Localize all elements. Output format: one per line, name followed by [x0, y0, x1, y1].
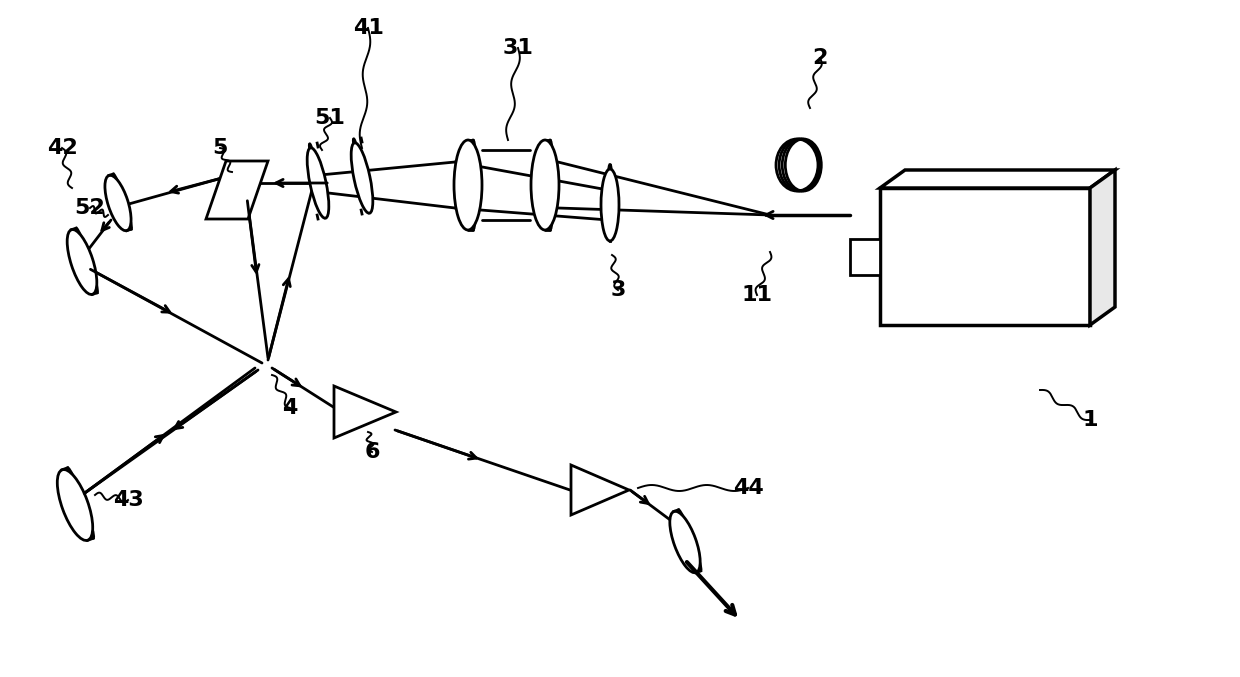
Text: 1: 1 — [1083, 410, 1097, 430]
Ellipse shape — [608, 165, 613, 236]
Ellipse shape — [113, 174, 131, 230]
Ellipse shape — [351, 143, 373, 213]
Text: 52: 52 — [74, 198, 105, 218]
Ellipse shape — [454, 140, 482, 230]
Text: 31: 31 — [502, 38, 533, 58]
Ellipse shape — [76, 228, 98, 293]
Text: 2: 2 — [812, 48, 827, 68]
Ellipse shape — [547, 140, 553, 230]
Ellipse shape — [678, 510, 701, 571]
Polygon shape — [880, 170, 1115, 188]
Text: 51: 51 — [315, 108, 346, 128]
Ellipse shape — [105, 175, 131, 231]
Ellipse shape — [601, 169, 619, 241]
Text: 44: 44 — [733, 478, 764, 498]
Bar — [849, 239, 880, 275]
Ellipse shape — [470, 140, 476, 230]
Polygon shape — [206, 161, 268, 219]
Bar — [880, 188, 1090, 325]
Polygon shape — [334, 386, 396, 438]
Text: 42: 42 — [47, 138, 77, 158]
Ellipse shape — [67, 230, 97, 294]
Text: 5: 5 — [212, 138, 228, 158]
Ellipse shape — [670, 511, 701, 573]
Ellipse shape — [531, 140, 559, 230]
Ellipse shape — [309, 144, 325, 215]
Ellipse shape — [67, 468, 94, 538]
Text: 6: 6 — [365, 442, 379, 462]
Text: 3: 3 — [610, 280, 626, 300]
Ellipse shape — [308, 148, 329, 218]
Text: 11: 11 — [742, 285, 773, 305]
Ellipse shape — [353, 139, 370, 209]
Polygon shape — [570, 465, 629, 515]
Polygon shape — [1090, 170, 1115, 325]
Text: 41: 41 — [352, 18, 383, 38]
Text: 43: 43 — [113, 490, 144, 510]
Text: 4: 4 — [283, 398, 298, 418]
Ellipse shape — [57, 469, 93, 540]
